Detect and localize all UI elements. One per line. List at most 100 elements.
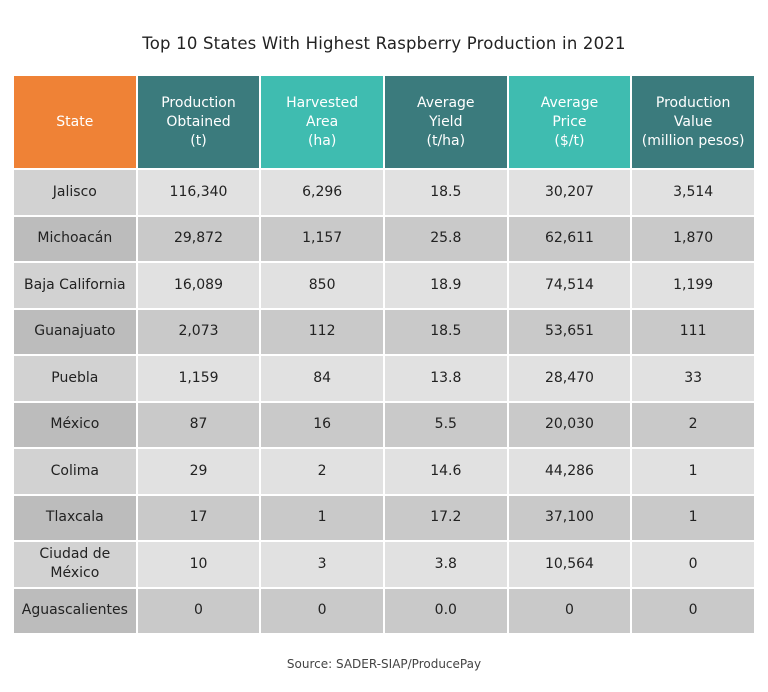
value-cell: 28,470 bbox=[506, 354, 633, 403]
value-cell: 6,296 bbox=[259, 168, 385, 217]
value-cell: 3.8 bbox=[382, 540, 509, 589]
value-cell: 62,611 bbox=[506, 214, 633, 263]
value-cell: 18.5 bbox=[382, 307, 509, 356]
value-cell: 1,159 bbox=[135, 354, 262, 403]
table-row: Aguascalientes 0 0 0.0 0 0 bbox=[12, 586, 756, 635]
cell-line: (ha) bbox=[307, 132, 337, 149]
value-cell: 44,286 bbox=[506, 447, 633, 496]
value-cell: 1 bbox=[630, 447, 756, 496]
value-cell: 18.5 bbox=[382, 168, 509, 217]
cell-line: Ciudad de bbox=[39, 546, 111, 563]
state-cell: Jalisco bbox=[12, 168, 138, 217]
value-cell: 29 bbox=[135, 447, 262, 496]
cell-line: (t) bbox=[190, 132, 207, 149]
table-title: Top 10 States With Highest Raspberry Pro… bbox=[142, 34, 626, 53]
value-cell: 53,651 bbox=[506, 307, 633, 356]
table-row: Baja California 16,089 850 18.9 74,514 1,199 bbox=[12, 261, 756, 310]
cell-line: México bbox=[50, 565, 100, 582]
table-row: Colima 29 2 14.6 44,286 1 bbox=[12, 447, 756, 496]
value-cell: 1,199 bbox=[630, 261, 756, 310]
value-cell: 1,870 bbox=[630, 214, 756, 263]
value-cell: 0 bbox=[135, 586, 262, 635]
value-cell: 0 bbox=[630, 586, 756, 635]
value-cell: 29,872 bbox=[135, 214, 262, 263]
state-cell: Ciudad de México bbox=[12, 540, 138, 589]
value-cell: 17.2 bbox=[382, 493, 509, 542]
value-cell: 10,564 bbox=[506, 540, 633, 589]
value-cell: 2 bbox=[259, 447, 385, 496]
value-cell: 37,100 bbox=[506, 493, 633, 542]
table-row: México 87 16 5.5 20,030 2 bbox=[12, 400, 756, 449]
value-cell: 1 bbox=[630, 493, 756, 542]
value-cell: 30,207 bbox=[506, 168, 633, 217]
table-row: Puebla 1,159 84 13.8 28,470 33 bbox=[12, 354, 756, 403]
state-cell: Baja California bbox=[12, 261, 138, 310]
cell-line: Production bbox=[161, 94, 236, 111]
cell-line: Obtained bbox=[166, 113, 231, 130]
cell-line: (t/ha) bbox=[426, 132, 466, 149]
value-cell: 2 bbox=[630, 400, 756, 449]
value-cell: 1,157 bbox=[259, 214, 385, 263]
cell-line: Value bbox=[673, 113, 713, 130]
value-cell: 18.9 bbox=[382, 261, 509, 310]
header-cell: Production Obtained (t) bbox=[135, 74, 262, 170]
state-cell: Aguascalientes bbox=[12, 586, 138, 635]
header-cell: Harvested Area (ha) bbox=[259, 74, 385, 170]
cell-line: (million pesos) bbox=[641, 132, 745, 149]
table-body: Jalisco 116,340 6,296 18.5 30,207 3,514 Michoa… bbox=[12, 168, 756, 635]
value-cell: 25.8 bbox=[382, 214, 509, 263]
header-cell: State bbox=[12, 74, 138, 170]
value-cell: 2,073 bbox=[135, 307, 262, 356]
table-row: Ciudad de México 10 3 3.8 10,564 0 bbox=[12, 540, 756, 589]
header-cell: Production Value (million pesos) bbox=[630, 74, 756, 170]
state-cell: Guanajuato bbox=[12, 307, 138, 356]
table-row: Jalisco 116,340 6,296 18.5 30,207 3,514 bbox=[12, 168, 756, 217]
cell-line: Price bbox=[552, 113, 587, 130]
value-cell: 0 bbox=[259, 586, 385, 635]
value-cell: 3 bbox=[259, 540, 385, 589]
value-cell: 5.5 bbox=[382, 400, 509, 449]
cell-line: Production bbox=[655, 94, 731, 111]
cell-line: Harvested bbox=[286, 94, 359, 111]
value-cell: 112 bbox=[259, 307, 385, 356]
value-cell: 20,030 bbox=[506, 400, 633, 449]
value-cell: 3,514 bbox=[630, 168, 756, 217]
cell-line: State bbox=[56, 113, 94, 130]
state-cell: Puebla bbox=[12, 354, 138, 403]
state-cell: Tlaxcala bbox=[12, 493, 138, 542]
header-cell: Average Price ($/t) bbox=[506, 74, 633, 170]
value-cell: 116,340 bbox=[135, 168, 262, 217]
value-cell: 13.8 bbox=[382, 354, 509, 403]
cell-line: Average bbox=[417, 94, 475, 111]
value-cell: 84 bbox=[259, 354, 385, 403]
value-cell: 10 bbox=[135, 540, 262, 589]
value-cell: 14.6 bbox=[382, 447, 509, 496]
value-cell: 0 bbox=[506, 586, 633, 635]
header-row: State Production Obtained (t) Harvested Area (… bbox=[12, 74, 756, 170]
value-cell: 16,089 bbox=[135, 261, 262, 310]
cell-line: Yield bbox=[429, 113, 463, 130]
cell-line: ($/t) bbox=[554, 132, 585, 149]
data-table: State Production Obtained (t) Harvested Area (… bbox=[12, 74, 756, 635]
table-row: Tlaxcala 17 1 17.2 37,100 1 bbox=[12, 493, 756, 542]
value-cell: 0 bbox=[630, 540, 756, 589]
table-row: Guanajuato 2,073 112 18.5 53,651 111 bbox=[12, 307, 756, 356]
state-cell: México bbox=[12, 400, 138, 449]
value-cell: 111 bbox=[630, 307, 756, 356]
state-cell: Colima bbox=[12, 447, 138, 496]
value-cell: 1 bbox=[259, 493, 385, 542]
cell-line: Area bbox=[306, 113, 339, 130]
table-row: Michoacán 29,872 1,157 25.8 62,611 1,870 bbox=[12, 214, 756, 263]
source-note: Source: SADER-SIAP/ProducePay bbox=[286, 657, 482, 671]
value-cell: 0.0 bbox=[382, 586, 509, 635]
value-cell: 850 bbox=[259, 261, 385, 310]
value-cell: 74,514 bbox=[506, 261, 633, 310]
value-cell: 17 bbox=[135, 493, 262, 542]
value-cell: 87 bbox=[135, 400, 262, 449]
state-cell: Michoacán bbox=[12, 214, 138, 263]
value-cell: 16 bbox=[259, 400, 385, 449]
cell-line: Average bbox=[540, 94, 599, 111]
value-cell: 33 bbox=[630, 354, 756, 403]
header-cell: Average Yield (t/ha) bbox=[382, 74, 509, 170]
